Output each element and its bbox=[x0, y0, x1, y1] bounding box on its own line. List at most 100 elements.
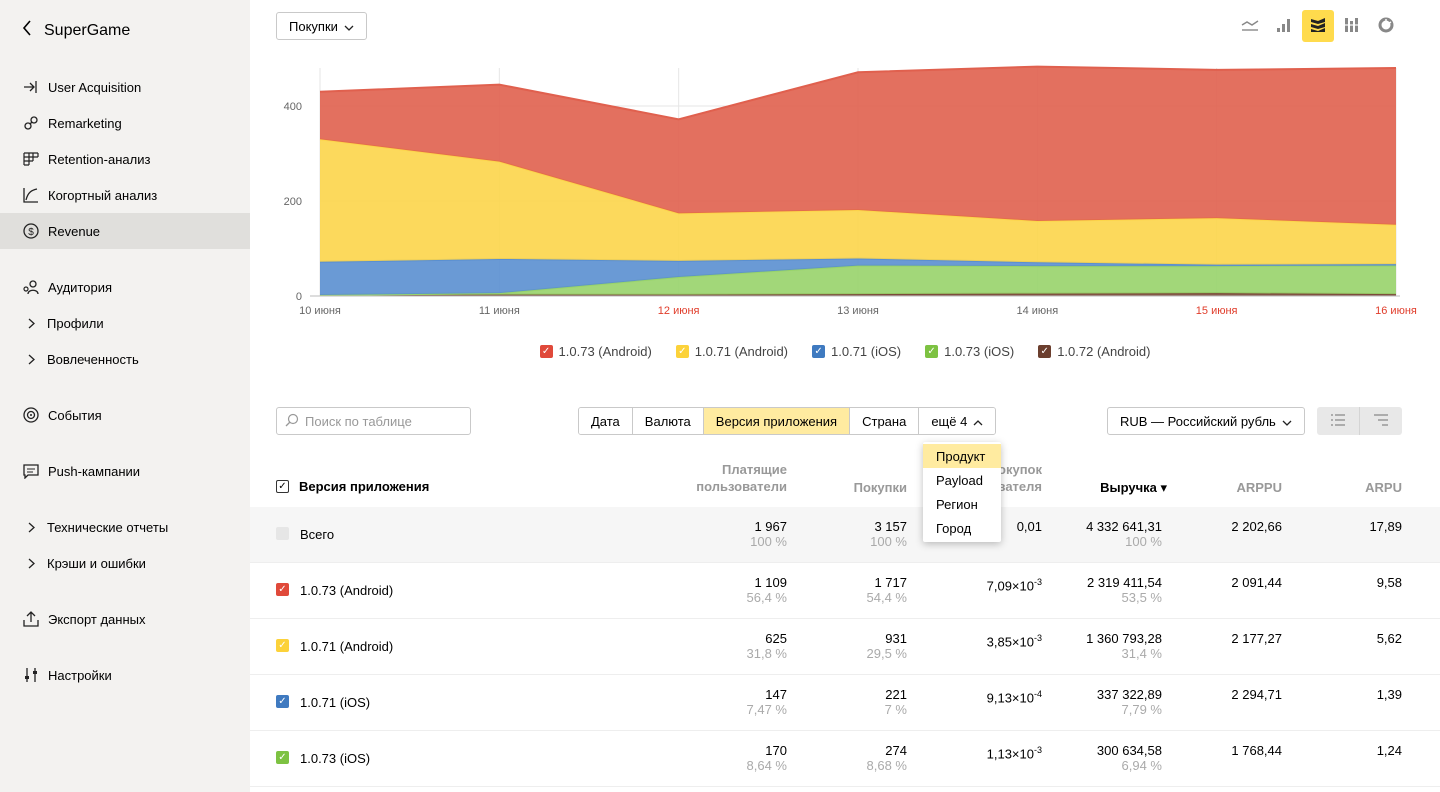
tab-currency[interactable]: Валюта bbox=[632, 408, 704, 434]
tab-country[interactable]: Страна bbox=[850, 408, 920, 434]
metric-select[interactable]: Покупки bbox=[276, 12, 367, 40]
x-tick-label: 14 июня bbox=[1016, 305, 1058, 317]
cell-exponent: -3 bbox=[1033, 745, 1042, 755]
checkbox-empty-icon[interactable] bbox=[276, 527, 289, 540]
chevron-right-icon bbox=[22, 522, 40, 533]
cell-value: 337 322,89 bbox=[1096, 687, 1162, 702]
stacked-area-button[interactable] bbox=[1302, 10, 1334, 42]
sidebar-item-push[interactable]: Push-кампании bbox=[0, 453, 250, 489]
cell-percent: 54,4 % bbox=[866, 590, 907, 605]
sidebar-item-crashes[interactable]: Крэши и ошибки bbox=[0, 545, 250, 581]
stacked-bar-button[interactable] bbox=[1336, 10, 1368, 42]
search-icon bbox=[285, 413, 299, 430]
purchases-header[interactable]: Покупки bbox=[853, 480, 907, 495]
app-title-link[interactable]: SuperGame bbox=[22, 20, 130, 41]
sidebar-item-label: Аудитория bbox=[48, 279, 113, 295]
revenue-header[interactable]: Выручка ▾ bbox=[1100, 480, 1167, 495]
pie-chart-button[interactable] bbox=[1370, 10, 1402, 42]
cell-value: 7,09×10 bbox=[986, 578, 1034, 594]
sidebar-item-cohort[interactable]: Когортный анализ bbox=[0, 177, 250, 213]
dropdown-item-product[interactable]: Продукт bbox=[923, 444, 1001, 468]
header-text: пользователи bbox=[696, 479, 787, 494]
currency-select[interactable]: RUB — Российский рубль bbox=[1107, 407, 1305, 435]
legend-label: 1.0.71 (iOS) bbox=[831, 344, 902, 359]
cell-percent: 8,68 % bbox=[866, 758, 907, 773]
table-search[interactable] bbox=[276, 407, 471, 435]
chevron-right-icon bbox=[22, 558, 40, 569]
sidebar-item-remarketing[interactable]: Remarketing bbox=[0, 105, 250, 141]
tab-date[interactable]: Дата bbox=[579, 408, 633, 434]
legend-item[interactable]: ✓ 1.0.73 (Android) bbox=[539, 344, 652, 359]
grouping-tabs: Дата Валюта Версия приложения Страна ещё… bbox=[578, 407, 997, 435]
cell-exponent: -3 bbox=[1033, 577, 1042, 587]
cell-exponent: -3 bbox=[1033, 633, 1042, 643]
paying-users-header[interactable]: Платящие пользователи bbox=[696, 461, 787, 495]
cell-value: 625 bbox=[765, 631, 787, 646]
sidebar-item-user-acquisition[interactable]: User Acquisition bbox=[0, 69, 250, 105]
arppu-cell: 2 177,27 bbox=[1231, 631, 1282, 646]
legend-item[interactable]: ✓ 1.0.73 (iOS) bbox=[925, 344, 1014, 359]
chevron-down-icon bbox=[1282, 414, 1292, 429]
legend-item[interactable]: ✓ 1.0.71 (Android) bbox=[675, 344, 788, 359]
pie-chart-icon bbox=[1378, 17, 1394, 36]
sidebar-item-events[interactable]: События bbox=[0, 397, 250, 433]
purchases-cell: 221 7 % bbox=[885, 687, 907, 717]
metric-select-label: Покупки bbox=[289, 18, 338, 34]
area-series bbox=[320, 66, 1396, 225]
sidebar-item-profiles[interactable]: Профили bbox=[0, 305, 250, 341]
revenue-cell: 300 634,58 6,94 % bbox=[1097, 743, 1162, 773]
purchases-cell: 3 157 100 % bbox=[870, 519, 907, 549]
sidebar-item-engagement[interactable]: Вовлеченность bbox=[0, 341, 250, 377]
purchases-cell: 1 717 54,4 % bbox=[867, 575, 907, 605]
purchases-cell: 274 8,68 % bbox=[867, 743, 907, 773]
tab-app-version[interactable]: Версия приложения bbox=[703, 408, 851, 434]
checkbox-checked-icon[interactable]: ✓ bbox=[276, 751, 289, 764]
cell-percent: 29,5 % bbox=[866, 646, 907, 661]
line-chart-button[interactable] bbox=[1234, 10, 1266, 42]
legend-label: 1.0.73 (iOS) bbox=[944, 344, 1015, 359]
table-row[interactable]: ✓ 1.0.71 (iOS) 147 7,47 % 221 7 % 9,13×10-… bbox=[250, 675, 1440, 731]
header-text: Покупок bbox=[988, 462, 1042, 477]
tab-more[interactable]: ещё 4 bbox=[919, 408, 996, 434]
table-row[interactable]: ✓ 1.0.71 (Android) 625 31,8 % 931 29,5 % 3… bbox=[250, 619, 1440, 675]
bar-chart-button[interactable] bbox=[1268, 10, 1300, 42]
target-icon bbox=[22, 406, 40, 424]
chevron-left-icon bbox=[22, 20, 32, 41]
more-groupings-dropdown: Продукт Payload Регион Город bbox=[923, 442, 1001, 542]
cell-percent: 8,64 % bbox=[746, 758, 787, 773]
dropdown-item-city[interactable]: Город bbox=[936, 520, 972, 536]
table-row[interactable]: ✓ 1.0.73 (Android) 1 109 56,4 % 1 717 54,4… bbox=[250, 563, 1440, 619]
sidebar-item-export[interactable]: Экспорт данных bbox=[0, 601, 250, 637]
checkbox-checked-icon[interactable]: ✓ bbox=[276, 695, 289, 708]
table-row[interactable]: ✓ 1.0.73 (iOS) 170 8,64 % 274 8,68 % 1,13×… bbox=[250, 731, 1440, 787]
flat-list-button[interactable] bbox=[1317, 407, 1359, 435]
sidebar-item-retention[interactable]: Retention-анализ bbox=[0, 141, 250, 177]
checkbox-checked-icon[interactable]: ✓ bbox=[276, 583, 289, 596]
sidebar-item-tech-reports[interactable]: Технические отчеты bbox=[0, 509, 250, 545]
x-tick-label: 15 июня bbox=[1196, 305, 1238, 317]
sidebar-item-revenue[interactable]: $ Revenue bbox=[0, 213, 250, 249]
bar-chart-icon bbox=[1276, 17, 1292, 36]
group-column-header[interactable]: ✓ Версия приложения bbox=[276, 479, 429, 494]
sidebar-item-settings[interactable]: Настройки bbox=[0, 657, 250, 693]
tree-list-icon bbox=[1373, 413, 1389, 429]
chevron-right-icon bbox=[22, 354, 40, 365]
x-tick-label: 10 июня bbox=[299, 305, 341, 317]
dollar-icon: $ bbox=[22, 222, 40, 240]
arpu-header[interactable]: ARPU bbox=[1365, 480, 1402, 495]
table-row-total[interactable]: Всего 1 967 100 % 3 157 100 % 0,01 4 332 6… bbox=[250, 507, 1440, 563]
checkbox-checked-icon[interactable]: ✓ bbox=[276, 639, 289, 652]
sidebar-item-label: Технические отчеты bbox=[47, 519, 169, 535]
arpu-cell: 9,58 bbox=[1376, 575, 1402, 590]
dropdown-item-payload[interactable]: Payload bbox=[936, 472, 983, 488]
x-tick-label: 11 июня bbox=[479, 305, 520, 317]
search-input[interactable] bbox=[305, 413, 465, 429]
arppu-header[interactable]: ARPPU bbox=[1236, 480, 1282, 495]
per-user-cell: 9,13×10-4 bbox=[987, 687, 1042, 705]
dropdown-item-region[interactable]: Регион bbox=[936, 496, 978, 512]
cell-value: 1 967 bbox=[754, 519, 787, 534]
legend-item[interactable]: ✓ 1.0.72 (Android) bbox=[1038, 344, 1150, 359]
sidebar-item-audience[interactable]: Аудитория bbox=[0, 269, 250, 305]
legend-item[interactable]: ✓ 1.0.71 (iOS) bbox=[812, 344, 901, 359]
tree-list-button[interactable] bbox=[1359, 407, 1402, 435]
